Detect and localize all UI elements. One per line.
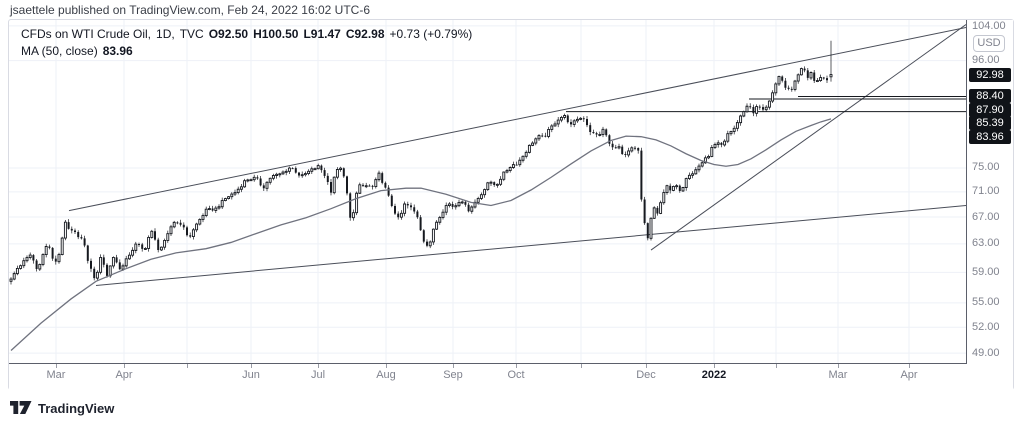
- ma50-line: [10, 118, 832, 351]
- time-tick-label: Aug: [376, 369, 396, 381]
- time-axis-tick: [453, 364, 454, 368]
- price-tick-label: 67.00: [972, 210, 1000, 223]
- time-tick-label: Dec: [636, 369, 656, 381]
- time-tick-label: Mar: [46, 369, 66, 381]
- chart-legend[interactable]: CFDs on WTI Crude Oil, 1D, TVC O92.50 H100.5…: [21, 26, 477, 59]
- chart-frame: CFDs on WTI Crude Oil, 1D, TVC O92.50 H100.5…: [8, 19, 1014, 390]
- indicator-name[interactable]: MA (50, close): [21, 44, 98, 58]
- candlestick-chart-svg: [9, 20, 966, 363]
- ohlc-high: H100.50: [253, 27, 299, 41]
- publish-attribution: jsaettele published on TradingView.com, …: [10, 3, 370, 17]
- price-label-85.39: 85.39: [969, 116, 1011, 131]
- price-tick-label: 96.00: [972, 54, 1000, 67]
- change-value: +0.73 (+0.79%): [389, 27, 473, 41]
- time-axis-tick: [776, 364, 777, 368]
- exchange-label: TVC: [179, 27, 204, 41]
- time-axis-tick: [838, 364, 839, 368]
- time-tick-label: Jul: [310, 369, 326, 381]
- price-tick-label: 52.00: [972, 320, 1000, 333]
- price-axis[interactable]: USD 104.00 96.00 75.00 71.00 67.00 63.00 59.00…: [967, 20, 1013, 363]
- up-candles: [9, 68, 833, 282]
- price-tick-label: 71.00: [972, 185, 1000, 198]
- time-axis-tick: [909, 364, 910, 368]
- indicator-value: 83.96: [102, 44, 133, 58]
- tradingview-logo-icon: [10, 401, 32, 414]
- price-tick-label: 104.00: [972, 20, 1006, 32]
- symbol-name[interactable]: CFDs on WTI Crude Oil,: [21, 27, 152, 41]
- interval-label[interactable]: 1D,: [156, 27, 175, 41]
- time-tick-label: Apr: [115, 369, 133, 381]
- price-label-83.96: 83.96: [969, 129, 1011, 144]
- price-label-88.40: 88.40: [969, 89, 1011, 104]
- time-axis-tick: [516, 364, 517, 368]
- upper-channel-line: [68, 27, 966, 212]
- time-tick-label: Sep: [443, 369, 463, 381]
- time-axis-tick: [187, 364, 188, 368]
- time-tick-label: Jun: [242, 369, 260, 381]
- december-low-support-line: [650, 24, 966, 251]
- price-tick-label: 75.00: [972, 161, 1000, 174]
- time-axis-tick: [124, 364, 125, 368]
- ohlc-close: C92.98: [345, 27, 385, 41]
- time-tick-label: 2022: [701, 369, 727, 381]
- time-axis-tick: [56, 364, 57, 368]
- lower-channel-line: [95, 205, 966, 286]
- time-axis-tick: [386, 364, 387, 368]
- price-tick-label: 63.00: [972, 237, 1000, 250]
- price-tick-label: 55.00: [972, 296, 1000, 309]
- chart-plot-area[interactable]: CFDs on WTI Crude Oil, 1D, TVC O92.50 H100.5…: [9, 20, 967, 364]
- time-axis-tick: [251, 364, 252, 368]
- time-axis-tick: [581, 364, 582, 368]
- price-label-92.98: 92.98: [969, 67, 1011, 82]
- time-axis-tick: [318, 364, 319, 368]
- ohlc-open: O92.50: [208, 27, 249, 41]
- time-axis-tick: [714, 364, 715, 368]
- currency-badge[interactable]: USD: [973, 34, 1005, 52]
- time-axis[interactable]: Mar Apr Jun Jul Aug Sep Oct Dec 2022 Mar Apr: [9, 364, 1013, 390]
- ohlc-low: L91.47: [303, 27, 341, 41]
- time-axis-tick: [646, 364, 647, 368]
- tradingview-logo-text: TradingView: [38, 400, 115, 416]
- time-tick-label: Mar: [828, 369, 848, 381]
- symbol-row: CFDs on WTI Crude Oil, 1D, TVC O92.50 H100.5…: [21, 26, 477, 42]
- price-tick-label: 49.00: [972, 346, 1000, 359]
- price-label-87.90: 87.90: [969, 102, 1011, 117]
- tradingview-logo[interactable]: TradingView: [10, 398, 114, 418]
- price-tick-label: 59.00: [972, 265, 1000, 278]
- indicator-row[interactable]: MA (50, close) 83.96: [21, 43, 477, 59]
- time-tick-label: Oct: [507, 369, 525, 381]
- time-tick-label: Apr: [900, 369, 918, 381]
